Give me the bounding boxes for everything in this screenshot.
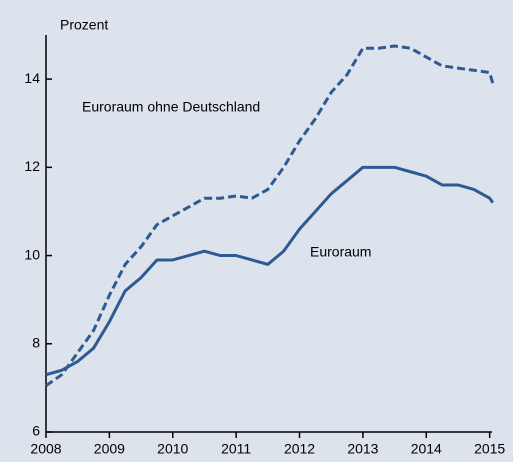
y-tick-label: 6 (32, 423, 40, 439)
series-line (45, 44, 495, 387)
x-tick-label: 2012 (284, 441, 315, 457)
x-tick-label: 2014 (411, 441, 442, 457)
y-axis-label: Prozent (60, 17, 108, 33)
x-tick-label: 2011 (221, 441, 251, 457)
x-tick-label: 2010 (157, 441, 188, 457)
x-tick-label: 2013 (347, 441, 378, 457)
x-tick-label: 2015 (474, 441, 505, 457)
y-tick-label: 12 (24, 158, 40, 174)
y-tick-label: 10 (24, 246, 40, 262)
series-line (45, 165, 495, 377)
x-tick-label: 2008 (30, 441, 61, 457)
x-tick-label: 2009 (94, 441, 125, 457)
y-tick-label: 14 (24, 70, 40, 86)
y-tick-label: 8 (32, 334, 40, 350)
annotation: Euroraum (310, 244, 371, 260)
annotation: Euroraum ohne Deutschland (82, 99, 260, 115)
